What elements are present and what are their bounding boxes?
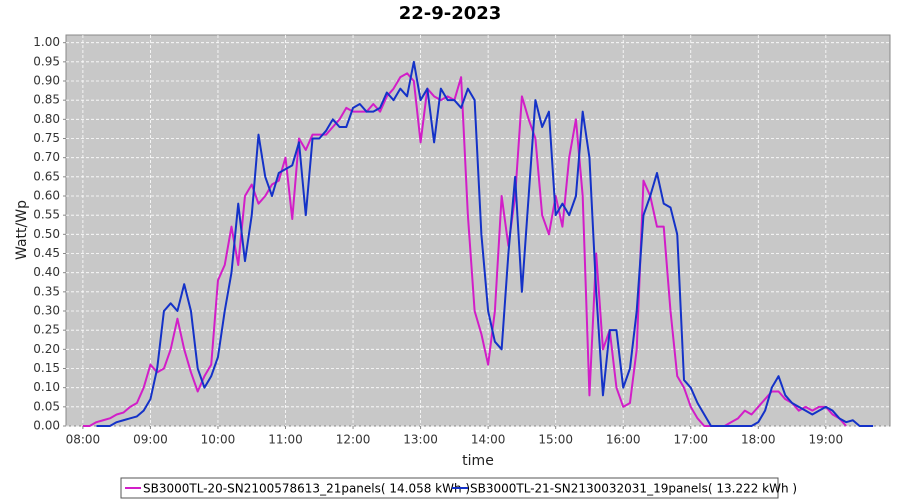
y-tick-label: 0.95	[33, 54, 60, 68]
x-tick-label: 17:00	[673, 433, 708, 447]
y-tick-label: 0.55	[33, 208, 60, 222]
y-tick-label: 0.30	[33, 304, 60, 318]
y-tick-label: 0.45	[33, 246, 60, 260]
x-tick-label: 11:00	[268, 433, 303, 447]
y-tick-label: 0.70	[33, 150, 60, 164]
y-tick-label: 0.40	[33, 265, 60, 279]
y-tick-label: 0.05	[33, 399, 60, 413]
x-tick-label: 14:00	[471, 433, 506, 447]
y-tick-label: 0.00	[33, 419, 60, 433]
legend-label: SB3000TL-21-SN2130032031_19panels( 13.22…	[470, 482, 797, 496]
x-tick-label: 18:00	[741, 433, 776, 447]
x-axis-label: time	[462, 453, 494, 469]
x-tick-label: 13:00	[403, 433, 438, 447]
series-line	[96, 60, 874, 427]
x-tick-label: 19:00	[809, 433, 844, 447]
x-tick-label: 12:00	[336, 433, 371, 447]
y-tick-label: 0.35	[33, 284, 60, 298]
legend	[120, 477, 779, 499]
y-tick-label: 0.85	[33, 93, 60, 107]
x-tick-label: 15:00	[538, 433, 573, 447]
x-tick-label: 16:00	[606, 433, 641, 447]
y-tick-label: 0.65	[33, 169, 60, 183]
y-tick-label: 0.60	[33, 189, 60, 203]
x-tick-label: 10:00	[201, 433, 236, 447]
y-tick-label: 0.15	[33, 361, 60, 375]
x-tick-label: 09:00	[133, 433, 168, 447]
y-tick-label: 1.00	[33, 35, 60, 49]
y-tick-label: 0.90	[33, 74, 60, 88]
y-tick-label: 0.20	[33, 342, 60, 356]
y-axis-label: Watt/Wp	[14, 200, 30, 260]
y-tick-label: 0.25	[33, 323, 60, 337]
y-tick-label: 0.75	[33, 131, 60, 145]
y-tick-label: 0.50	[33, 227, 60, 241]
y-tick-label: 0.10	[33, 380, 60, 394]
y-tick-label: 0.80	[33, 112, 60, 126]
chart-title: 22-9-2023	[399, 3, 502, 24]
legend-label: SB3000TL-20-SN2100578613_21panels( 14.05…	[143, 482, 470, 496]
x-tick-label: 08:00	[66, 433, 101, 447]
